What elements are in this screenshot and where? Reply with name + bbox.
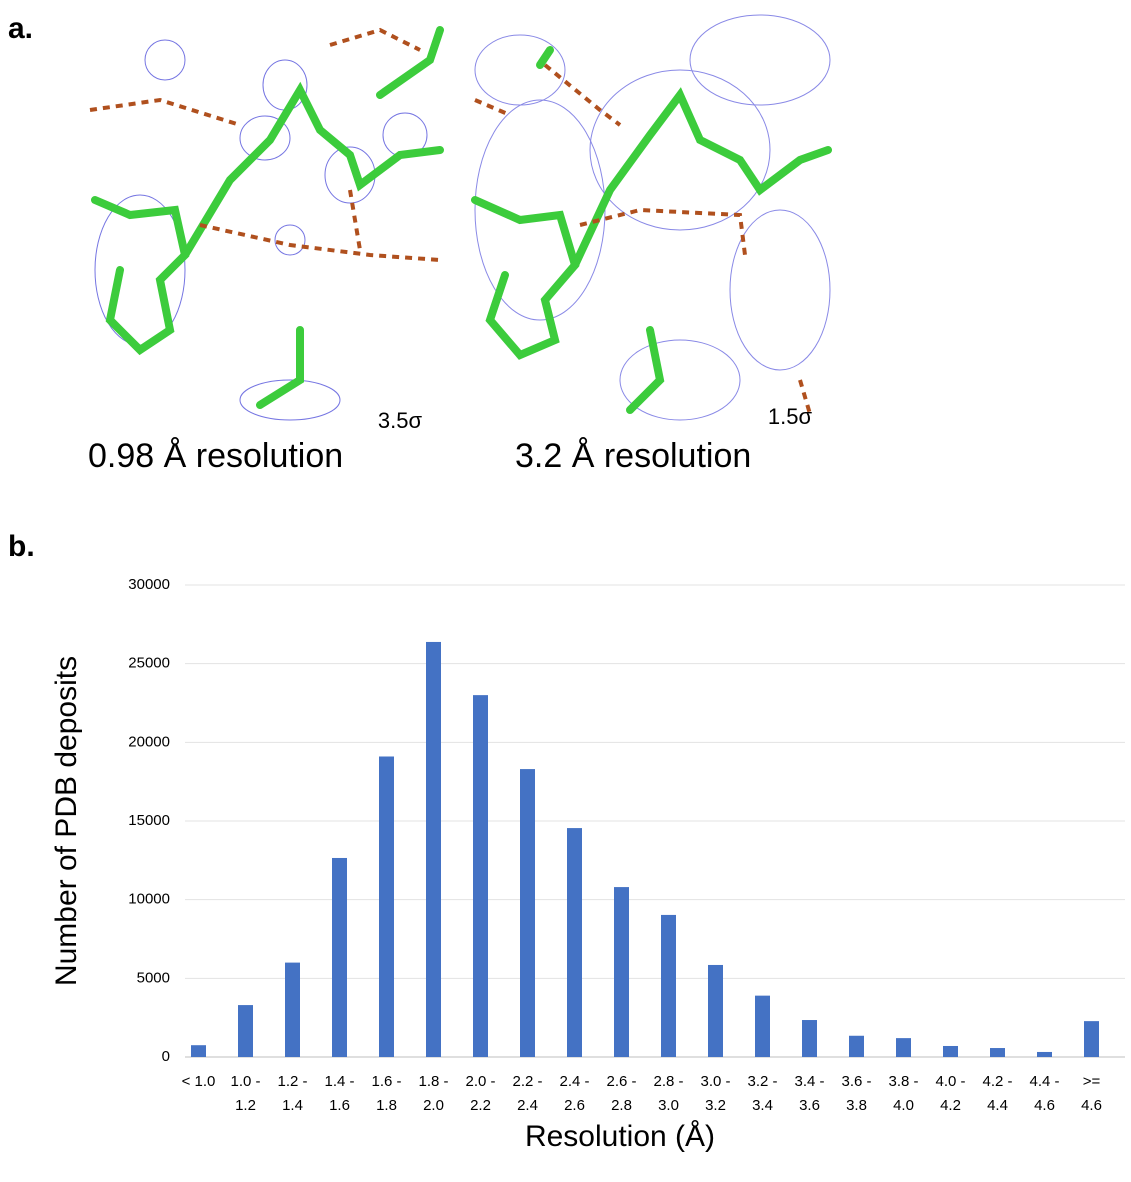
x-tick-label: 4.2 - — [982, 1073, 1012, 1090]
x-tick-label: 1.6 — [329, 1097, 350, 1114]
x-tick-label: 2.0 — [423, 1097, 444, 1114]
x-tick-label: 3.6 — [799, 1097, 820, 1114]
bar — [332, 858, 347, 1057]
bar — [285, 963, 300, 1057]
figure: a. 3.5σ 0.98 Å resolution — [0, 0, 1131, 1182]
x-tick-label: 3.0 - — [700, 1073, 730, 1090]
x-tick-label: 1.2 - — [277, 1073, 307, 1090]
x-tick-label: < 1.0 — [182, 1073, 216, 1090]
x-tick-label: >= — [1083, 1073, 1101, 1090]
y-tick-label: 30000 — [128, 576, 170, 593]
y-tick-label: 15000 — [128, 812, 170, 829]
x-tick-label: 3.8 - — [888, 1073, 918, 1090]
x-tick-label: 3.4 — [752, 1097, 773, 1114]
x-tick-label: 1.0 - — [230, 1073, 260, 1090]
panel-a: a. 3.5σ 0.98 Å resolution — [8, 12, 830, 475]
y-axis-label: Number of PDB deposits — [50, 656, 83, 986]
x-tick-label: 2.2 - — [512, 1073, 542, 1090]
sigma-level: 3.5σ — [378, 408, 423, 433]
panel-label: a. — [8, 12, 33, 45]
sigma-level: 1.5σ — [768, 404, 813, 429]
x-tick-label: 1.4 — [282, 1097, 303, 1114]
caption: 3.2 Å resolution — [515, 437, 751, 475]
x-tick-label: 3.4 - — [794, 1073, 824, 1090]
x-tick-label: 3.2 — [705, 1097, 726, 1114]
bar — [661, 915, 676, 1057]
bar — [426, 642, 441, 1057]
x-tick-label: 1.6 - — [371, 1073, 401, 1090]
x-tick-label: 3.6 - — [841, 1073, 871, 1090]
bar — [520, 769, 535, 1057]
x-tick-label: 2.0 - — [465, 1073, 495, 1090]
x-tick-label: 3.8 — [846, 1097, 867, 1114]
x-tick-label: 4.6 — [1081, 1097, 1102, 1114]
x-tick-label: 4.0 - — [935, 1073, 965, 1090]
y-tick-label: 5000 — [137, 969, 170, 986]
x-tick-label: 2.6 - — [606, 1073, 636, 1090]
bar — [238, 1005, 253, 1057]
bar — [1084, 1021, 1099, 1057]
density-map-right: 1.5σ 3.2 Å resolution — [470, 15, 830, 475]
bar — [896, 1038, 911, 1057]
bar — [802, 1020, 817, 1057]
x-tick-label: 1.8 — [376, 1097, 397, 1114]
y-tick-label: 20000 — [128, 733, 170, 750]
bar — [1037, 1052, 1052, 1057]
x-tick-label: 1.8 - — [418, 1073, 448, 1090]
x-tick-label: 3.2 - — [747, 1073, 777, 1090]
y-tick-label: 10000 — [128, 891, 170, 908]
bar — [473, 695, 488, 1057]
x-tick-label: 2.8 - — [653, 1073, 683, 1090]
x-tick-label: 4.2 — [940, 1097, 961, 1114]
bar — [755, 996, 770, 1057]
x-tick-label: 1.4 - — [324, 1073, 354, 1090]
bar — [379, 756, 394, 1057]
x-tick-label: 4.4 — [987, 1097, 1008, 1114]
density-map-left: 3.5σ 0.98 Å resolution — [88, 18, 445, 475]
bar — [849, 1036, 864, 1057]
x-tick-label: 4.4 - — [1029, 1073, 1059, 1090]
caption: 0.98 Å resolution — [88, 437, 343, 475]
bar — [708, 965, 723, 1057]
y-tick-label: 0 — [162, 1048, 170, 1065]
x-tick-label: 2.6 — [564, 1097, 585, 1114]
bar — [614, 887, 629, 1057]
bar — [567, 828, 582, 1057]
y-tick-label: 25000 — [128, 655, 170, 672]
x-tick-label: 2.2 — [470, 1097, 491, 1114]
x-tick-label: 2.4 - — [559, 1073, 589, 1090]
x-tick-label: 4.6 — [1034, 1097, 1055, 1114]
bar — [943, 1046, 958, 1057]
bar — [191, 1045, 206, 1057]
x-tick-label: 4.0 — [893, 1097, 914, 1114]
x-tick-label: 1.2 — [235, 1097, 256, 1114]
x-axis-label: Resolution (Å) — [525, 1120, 715, 1153]
panel-label: b. — [8, 530, 35, 563]
x-tick-label: 3.0 — [658, 1097, 679, 1114]
x-tick-label: 2.8 — [611, 1097, 632, 1114]
bar — [990, 1048, 1005, 1057]
x-tick-label: 2.4 — [517, 1097, 538, 1114]
